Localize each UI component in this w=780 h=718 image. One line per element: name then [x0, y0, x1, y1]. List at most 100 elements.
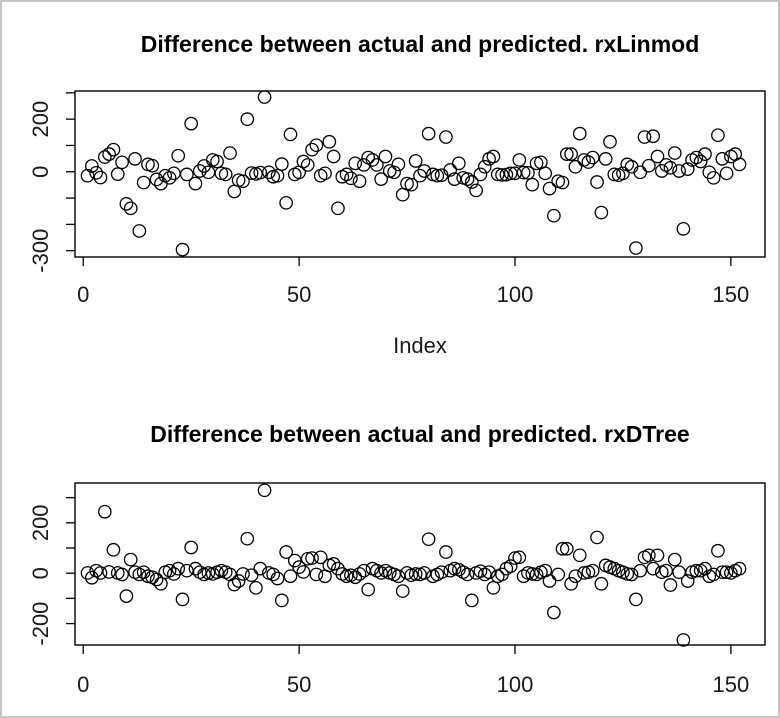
data-point	[188, 176, 203, 191]
data-point	[296, 565, 311, 579]
data-point	[732, 157, 747, 172]
data-point	[667, 552, 682, 567]
data-point	[650, 149, 665, 164]
data-point	[689, 563, 704, 578]
data-point	[344, 171, 358, 186]
data-point	[106, 142, 121, 157]
data-point	[641, 158, 656, 173]
data-point	[521, 566, 535, 580]
data-point	[585, 563, 600, 578]
data-point	[516, 569, 531, 584]
data-point	[607, 167, 622, 182]
data-point	[585, 150, 600, 165]
data-point	[633, 563, 648, 578]
data-point	[179, 563, 194, 578]
data-point	[339, 569, 354, 584]
data-point	[464, 175, 479, 189]
data-point	[145, 158, 160, 173]
data-point	[175, 592, 190, 607]
data-point	[680, 162, 695, 176]
data-point	[572, 126, 587, 141]
data-point	[391, 569, 406, 584]
data-point	[516, 165, 531, 180]
data-point	[503, 559, 518, 573]
data-point	[162, 170, 177, 185]
data-point	[149, 572, 164, 587]
data-point	[594, 576, 609, 591]
data-point	[689, 150, 704, 165]
data-point	[590, 530, 604, 545]
data-point	[132, 224, 147, 238]
data-point	[568, 569, 583, 584]
chart-title-rxlinmod: Difference between actual and predicted.…	[140, 31, 700, 57]
data-point	[594, 205, 609, 220]
data-point	[136, 175, 151, 190]
data-point	[732, 561, 747, 576]
data-point	[421, 126, 436, 141]
data-point	[326, 149, 341, 164]
data-point	[698, 147, 712, 161]
data-point	[698, 561, 712, 576]
data-point	[244, 568, 259, 583]
data-point	[460, 567, 475, 582]
data-point	[128, 152, 142, 166]
data-point	[387, 165, 401, 180]
data-point	[434, 565, 449, 580]
data-point	[84, 570, 99, 585]
data-point	[279, 195, 293, 210]
data-point	[711, 543, 725, 558]
x-tick-label: 50	[287, 282, 311, 307]
data-point	[210, 154, 224, 169]
data-point	[357, 563, 371, 578]
data-point	[231, 574, 246, 588]
data-point	[629, 241, 643, 255]
data-point	[231, 173, 246, 188]
data-point	[603, 134, 617, 149]
data-point	[542, 574, 557, 588]
data-point	[300, 158, 315, 172]
data-point	[93, 566, 108, 580]
data-point	[119, 197, 134, 211]
data-point	[538, 166, 553, 181]
data-point	[641, 548, 656, 563]
y-tick-label: 200	[28, 504, 53, 541]
data-point	[719, 166, 734, 181]
data-point	[253, 165, 268, 180]
data-point	[706, 170, 721, 185]
data-point	[672, 164, 686, 178]
data-point	[572, 548, 587, 563]
data-point	[274, 593, 289, 608]
data-point	[227, 184, 242, 199]
data-point	[417, 164, 432, 178]
data-point	[542, 181, 557, 196]
data-point	[89, 165, 104, 180]
data-point	[283, 127, 298, 142]
data-point	[460, 172, 475, 186]
data-point	[629, 592, 643, 607]
x-tick-label: 150	[713, 672, 750, 697]
data-point	[257, 483, 272, 498]
data-point	[115, 155, 129, 170]
data-point	[305, 551, 319, 565]
data-point	[413, 168, 427, 183]
data-point	[253, 561, 268, 576]
data-point	[378, 149, 393, 164]
data-point	[270, 571, 285, 586]
data-point	[547, 208, 561, 223]
data-point	[123, 201, 138, 216]
data-point	[590, 175, 604, 189]
data-point	[633, 165, 648, 180]
data-point	[331, 201, 345, 216]
data-point	[223, 146, 237, 160]
x-axis-label-index: Index	[393, 333, 447, 358]
data-point	[154, 576, 168, 591]
data-point	[192, 164, 207, 178]
data-point	[486, 580, 501, 595]
data-point	[495, 168, 509, 182]
data-point	[525, 567, 540, 581]
data-point	[452, 156, 466, 171]
x-tick-label: 0	[77, 672, 89, 697]
data-point	[93, 170, 108, 185]
data-point	[279, 545, 293, 559]
